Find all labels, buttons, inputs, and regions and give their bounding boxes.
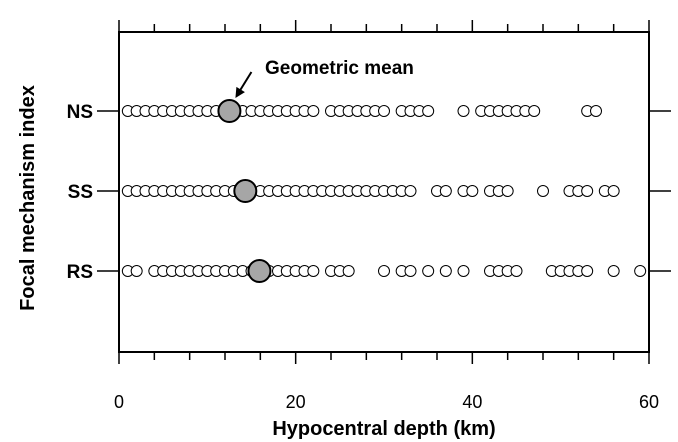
data-point-rs (422, 265, 435, 277)
data-point-rs (130, 265, 143, 277)
annotation: Geometric mean (235, 58, 414, 98)
data-point-rs (439, 265, 452, 277)
data-point-rs (404, 265, 417, 277)
y-axis-title: Focal mechanism index (17, 85, 39, 311)
category-label-ss: SS (68, 182, 93, 203)
data-point-ns (590, 105, 602, 117)
data-point-ns (307, 105, 320, 117)
data-point-rs (607, 265, 620, 277)
data-point-ss (501, 185, 514, 197)
x-tick-label: 40 (462, 392, 482, 412)
annotation-arrow-head (235, 86, 245, 98)
data-point-ss (466, 185, 479, 197)
data-point-ss (439, 185, 452, 197)
category-labels: NS SS RS (67, 102, 93, 283)
data-point-ns (457, 105, 470, 117)
data-point-rs (581, 265, 594, 277)
geometric-mean-marker-rs (247, 259, 272, 283)
geometric-means (217, 99, 272, 283)
x-tick-labels: 0 20 40 60 (114, 392, 659, 412)
annotation-text: Geometric mean (265, 58, 414, 79)
plot-area-frame (118, 31, 650, 353)
x-tick-label: 60 (639, 392, 659, 412)
geometric-mean-marker-ss (233, 179, 258, 203)
data-point-ss (404, 185, 417, 197)
x-axis-title: Hypocentral depth (km) (272, 418, 495, 440)
category-label-rs: RS (67, 262, 93, 283)
data-point-ns (528, 105, 541, 117)
category-label-ns: NS (67, 102, 93, 123)
data-point-ss (607, 185, 620, 197)
data-point-rs (378, 265, 390, 277)
x-tick-label: 20 (286, 392, 306, 412)
data-point-rs (457, 265, 470, 277)
data-point-ns (422, 105, 435, 117)
data-point-rs (307, 265, 320, 277)
data-points (121, 105, 647, 277)
data-point-rs (634, 265, 647, 277)
data-point-ss (581, 185, 594, 197)
data-point-rs (510, 265, 523, 277)
axis-ticks (97, 20, 671, 364)
data-point-ss (537, 185, 549, 197)
geometric-mean-marker-ns (217, 99, 242, 123)
data-point-rs (342, 265, 355, 277)
data-point-ns (378, 105, 390, 117)
x-tick-label: 0 (114, 392, 124, 412)
